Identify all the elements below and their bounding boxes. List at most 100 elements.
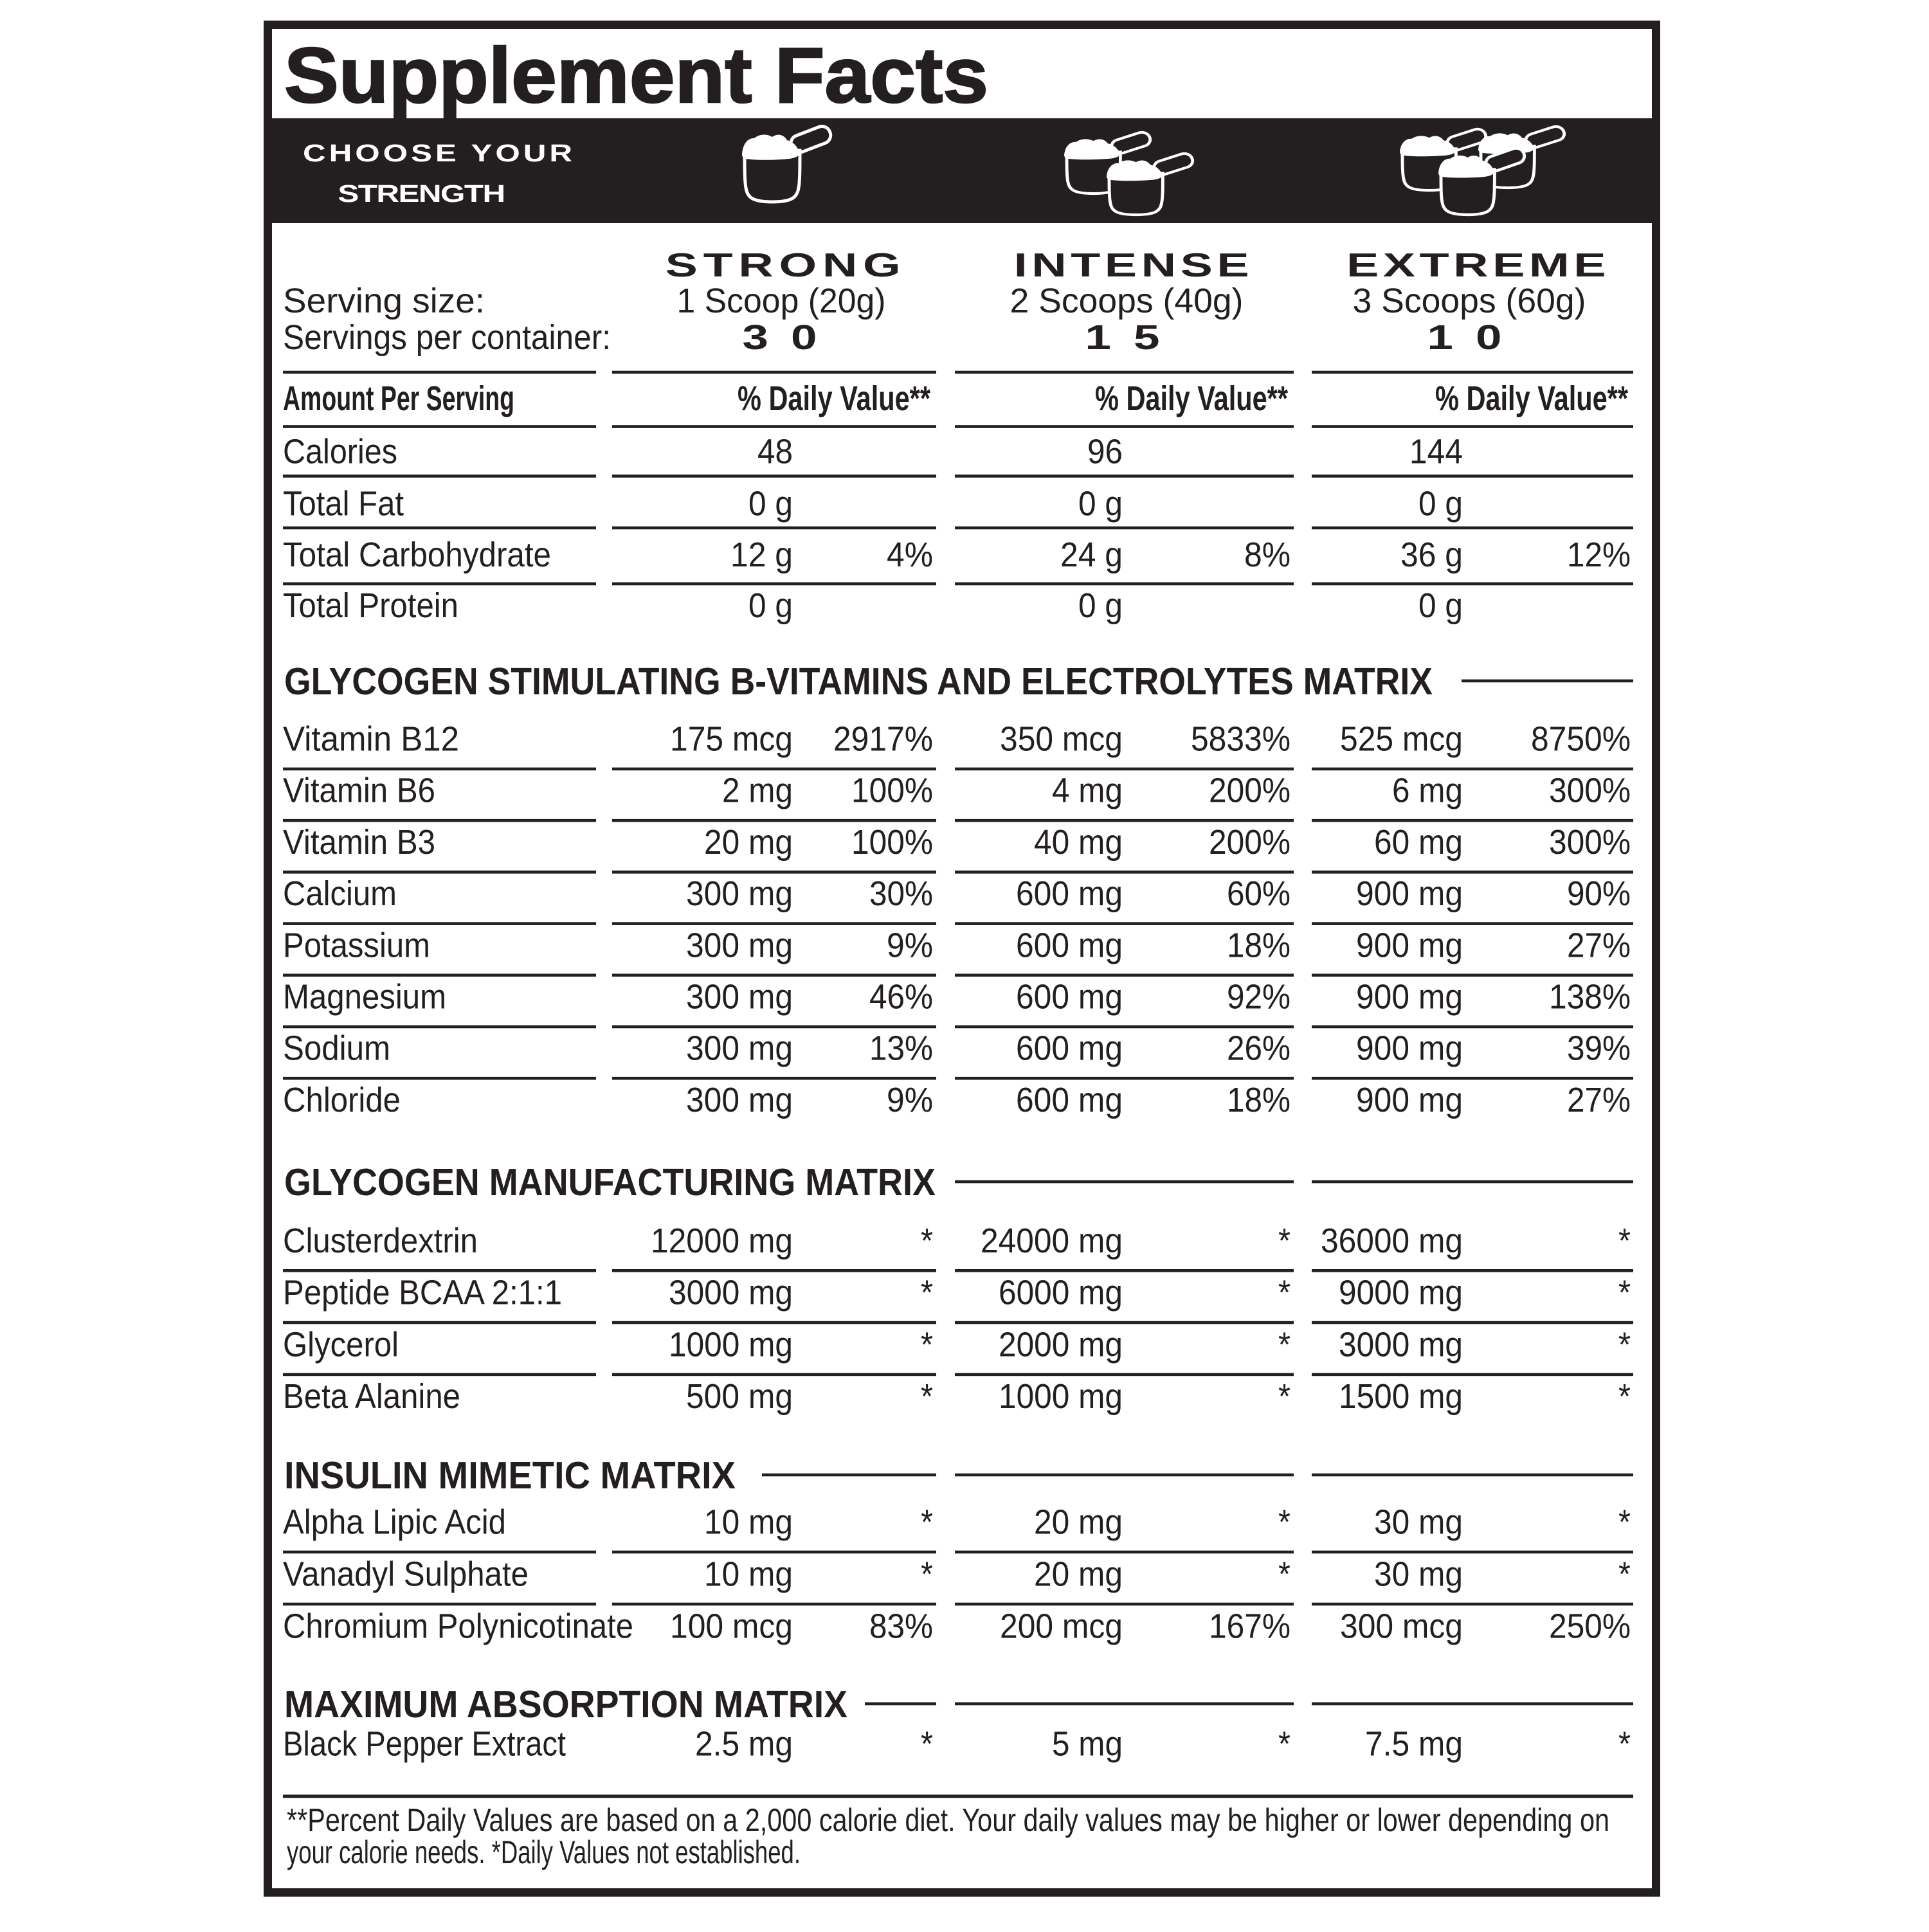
svg-text:Vitamin B6: Vitamin B6 [283, 772, 435, 810]
svg-text:7.5 mg: 7.5 mg [1365, 1724, 1463, 1763]
svg-text:10 mg: 10 mg [704, 1503, 793, 1542]
svg-text:39%: 39% [1567, 1029, 1631, 1068]
svg-text:0 g: 0 g [1078, 485, 1123, 523]
svg-text:200 mcg: 200 mcg [1000, 1607, 1123, 1646]
svg-text:138%: 138% [1549, 978, 1631, 1016]
svg-text:INSULIN MIMETIC MATRIX: INSULIN MIMETIC MATRIX [284, 1454, 736, 1497]
svg-text:46%: 46% [869, 978, 933, 1016]
svg-text:*: * [1618, 1325, 1631, 1364]
svg-text:2 Scoops (40g): 2 Scoops (40g) [1010, 282, 1244, 320]
svg-text:*: * [921, 1555, 933, 1594]
svg-text:MAXIMUM ABSORPTION MATRIX: MAXIMUM ABSORPTION MATRIX [284, 1683, 847, 1726]
svg-text:*: * [921, 1274, 933, 1312]
svg-text:900 mg: 900 mg [1356, 1081, 1463, 1119]
svg-text:Sodium: Sodium [283, 1029, 390, 1068]
svg-text:175 mcg: 175 mcg [670, 720, 793, 759]
svg-text:*: * [1618, 1222, 1631, 1260]
svg-text:Calcium: Calcium [283, 874, 397, 913]
svg-text:*: * [1278, 1222, 1291, 1260]
svg-text:5 mg: 5 mg [1052, 1724, 1123, 1763]
svg-text:**Percent Daily Values are bas: **Percent Daily Values are based on a 2,… [287, 1802, 1609, 1838]
svg-text:*: * [1618, 1724, 1631, 1763]
svg-text:12 g: 12 g [730, 536, 793, 574]
svg-text:300 mg: 300 mg [686, 1029, 793, 1068]
svg-text:Serving size:: Serving size: [283, 282, 485, 320]
svg-text:100%: 100% [851, 823, 933, 862]
svg-text:Peptide BCAA 2:1:1: Peptide BCAA 2:1:1 [283, 1274, 562, 1312]
svg-text:30 mg: 30 mg [1374, 1503, 1463, 1542]
svg-text:4%: 4% [887, 536, 933, 574]
svg-text:15: 15 [1085, 318, 1182, 357]
svg-text:2 mg: 2 mg [722, 772, 793, 810]
svg-text:4 mg: 4 mg [1052, 772, 1123, 810]
svg-text:Vitamin B12: Vitamin B12 [283, 720, 459, 759]
svg-text:60 mg: 60 mg [1374, 823, 1463, 862]
svg-text:350 mcg: 350 mcg [1000, 720, 1123, 759]
svg-text:Potassium: Potassium [283, 926, 430, 964]
svg-text:24 g: 24 g [1060, 536, 1123, 574]
svg-text:2917%: 2917% [833, 720, 933, 759]
svg-text:24000 mg: 24000 mg [981, 1222, 1123, 1260]
svg-text:12%: 12% [1567, 536, 1631, 574]
svg-text:Beta Alanine: Beta Alanine [283, 1377, 460, 1416]
svg-text:*: * [1278, 1724, 1291, 1763]
svg-text:500 mg: 500 mg [686, 1377, 793, 1416]
svg-text:900 mg: 900 mg [1356, 874, 1463, 913]
svg-text:*: * [1278, 1555, 1291, 1594]
svg-text:300 mg: 300 mg [686, 978, 793, 1016]
svg-text:83%: 83% [869, 1607, 933, 1646]
svg-text:STRONG: STRONG [666, 246, 907, 284]
svg-text:*: * [1618, 1555, 1631, 1594]
svg-text:6000 mg: 6000 mg [999, 1274, 1123, 1312]
svg-text:Alpha Lipic Acid: Alpha Lipic Acid [283, 1503, 506, 1542]
svg-text:27%: 27% [1567, 926, 1631, 964]
svg-text:250%: 250% [1549, 1607, 1631, 1646]
svg-text:9000 mg: 9000 mg [1339, 1274, 1463, 1312]
svg-text:*: * [1618, 1274, 1631, 1312]
svg-text:167%: 167% [1209, 1607, 1291, 1646]
svg-text:27%: 27% [1567, 1081, 1631, 1119]
svg-text:CHOOSE YOUR: CHOOSE YOUR [303, 140, 575, 167]
svg-text:300%: 300% [1549, 772, 1631, 810]
svg-text:Total Carbohydrate: Total Carbohydrate [283, 536, 551, 574]
svg-text:600 mg: 600 mg [1016, 874, 1123, 913]
svg-text:STRENGTH: STRENGTH [338, 180, 504, 207]
svg-text:Amount Per Serving: Amount Per Serving [283, 379, 514, 418]
svg-text:EXTREME: EXTREME [1346, 246, 1610, 284]
svg-text:*: * [1618, 1503, 1631, 1542]
svg-text:90%: 90% [1567, 874, 1631, 913]
svg-text:Magnesium: Magnesium [283, 978, 446, 1016]
svg-text:0 g: 0 g [1078, 586, 1123, 625]
svg-text:3000 mg: 3000 mg [1339, 1325, 1463, 1364]
svg-text:20 mg: 20 mg [1034, 1555, 1123, 1594]
svg-text:2000 mg: 2000 mg [999, 1325, 1123, 1364]
svg-text:Calories: Calories [283, 433, 397, 471]
svg-text:1500 mg: 1500 mg [1339, 1377, 1463, 1416]
svg-text:Servings per container:: Servings per container: [283, 318, 611, 357]
svg-text:300 mg: 300 mg [686, 926, 793, 964]
svg-text:*: * [1618, 1377, 1631, 1416]
svg-text:*: * [921, 1222, 933, 1260]
svg-text:36000 mg: 36000 mg [1321, 1222, 1463, 1260]
svg-text:18%: 18% [1227, 926, 1291, 964]
svg-text:5833%: 5833% [1191, 720, 1291, 759]
svg-text:30: 30 [742, 318, 839, 357]
svg-text:8750%: 8750% [1531, 720, 1631, 759]
svg-text:300%: 300% [1549, 823, 1631, 862]
svg-text:900 mg: 900 mg [1356, 978, 1463, 1016]
svg-text:1000 mg: 1000 mg [999, 1377, 1123, 1416]
svg-text:10 mg: 10 mg [704, 1555, 793, 1594]
svg-text:525 mcg: 525 mcg [1340, 720, 1463, 759]
svg-text:300 mg: 300 mg [686, 1081, 793, 1119]
svg-text:9%: 9% [887, 1081, 933, 1119]
svg-text:600 mg: 600 mg [1016, 926, 1123, 964]
svg-text:*: * [921, 1503, 933, 1542]
svg-text:*: * [1278, 1377, 1291, 1416]
svg-text:Total Fat: Total Fat [283, 485, 404, 523]
svg-text:INTENSE: INTENSE [1014, 246, 1253, 284]
svg-text:6 mg: 6 mg [1392, 772, 1463, 810]
svg-text:18%: 18% [1227, 1081, 1291, 1119]
svg-text:*: * [921, 1325, 933, 1364]
svg-text:your calorie needs. *Daily Val: your calorie needs. *Daily Values not es… [287, 1834, 801, 1870]
svg-text:Glycerol: Glycerol [283, 1325, 399, 1364]
